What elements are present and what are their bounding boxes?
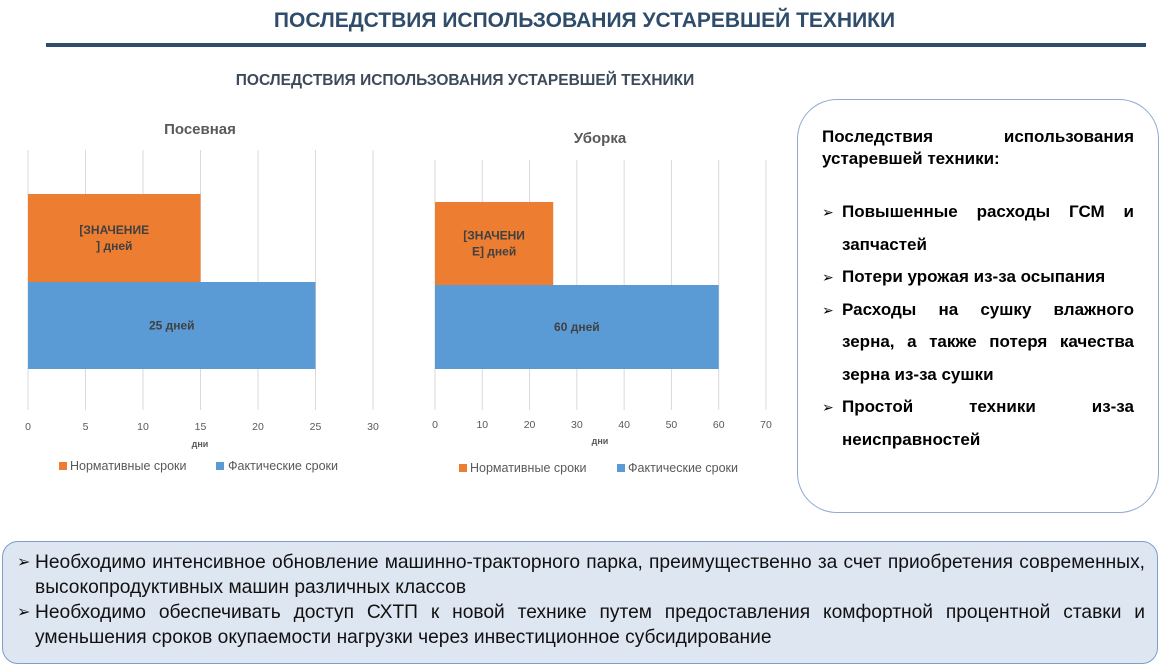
x-tick-label: 70 bbox=[760, 419, 772, 431]
consequence-text: Простой техники из-за неисправностей bbox=[842, 397, 1134, 449]
x-tick-label: 60 bbox=[713, 419, 725, 431]
legend-swatch bbox=[216, 462, 224, 470]
arrow-bullet-icon: ➢ bbox=[822, 301, 834, 318]
x-tick-label: 50 bbox=[666, 419, 678, 431]
conclusion-item: ➢ Необходимо интенсивное обновление маши… bbox=[17, 551, 1145, 600]
legend-swatch bbox=[617, 464, 625, 472]
consequence-text: Повышенные расходы ГСМ и запчастей bbox=[842, 202, 1134, 254]
bar-normative bbox=[28, 194, 201, 282]
consequence-text: Потери урожая из-за осыпания bbox=[842, 267, 1106, 286]
consequences-list: ➢ Повышенные расходы ГСМ и запчастей ➢ П… bbox=[822, 196, 1134, 456]
consequence-text: Расходы на сушку влажного зерна, а также… bbox=[842, 299, 1134, 384]
conclusion-text: Необходимо обеспечивать доступ СХТП к но… bbox=[35, 602, 1145, 648]
consequence-item: ➢ Потери урожая из-за осыпания bbox=[822, 261, 1134, 294]
arrow-bullet-icon: ➢ bbox=[822, 269, 834, 285]
x-tick-label: 5 bbox=[83, 421, 89, 433]
x-tick-label: 0 bbox=[25, 421, 31, 433]
charts-main-title: ПОСЛЕДСТВИЯ ИСПОЛЬЗОВАНИЯ УСТАРЕВШЕЙ ТЕХ… bbox=[235, 72, 695, 89]
legend-swatch bbox=[459, 464, 467, 472]
chart-title: Посевная bbox=[164, 121, 236, 138]
arrow-bullet-icon: ➢ bbox=[17, 554, 31, 571]
bar-data-label: 60 дней bbox=[554, 320, 600, 334]
slide-title: ПОСЛЕДСТВИЯ ИСПОЛЬЗОВАНИЯ УСТАРЕВШЕЙ ТЕХ… bbox=[273, 9, 896, 32]
bar-data-label-line: [ЗНАЧЕНИ bbox=[463, 229, 525, 243]
title-divider bbox=[46, 43, 1146, 47]
legend-swatch bbox=[59, 462, 67, 470]
x-axis-label: дни bbox=[592, 436, 609, 446]
bar-actual bbox=[435, 285, 719, 369]
conclusion-item: ➢ Необходимо обеспечивать доступ СХТП к … bbox=[17, 601, 1145, 650]
conclusion-text: Необходимо интенсивное обновление машинн… bbox=[35, 552, 1145, 598]
arrow-bullet-icon: ➢ bbox=[822, 204, 834, 220]
arrow-bullet-icon: ➢ bbox=[822, 399, 834, 415]
consequences-panel: Последствия использования устаревшей тех… bbox=[797, 99, 1159, 513]
arrow-bullet-icon: ➢ bbox=[17, 604, 31, 621]
legend-label: Нормативные сроки bbox=[470, 461, 586, 475]
legend-label: Фактические сроки bbox=[628, 461, 738, 475]
consequences-heading: Последствия использования устаревшей тех… bbox=[822, 127, 1134, 168]
bar-data-label-line: 25 дней bbox=[149, 319, 195, 333]
bar-normative bbox=[435, 202, 554, 285]
conclusions-panel: ➢ Необходимо интенсивное обновление маши… bbox=[2, 541, 1158, 664]
consequence-item: ➢ Простой техники из-за неисправностей bbox=[822, 391, 1134, 456]
x-tick-label: 20 bbox=[252, 421, 264, 433]
x-tick-label: 15 bbox=[195, 421, 207, 433]
bar-data-label: 25 дней bbox=[149, 319, 195, 333]
bar-data-label-line: ] дней bbox=[96, 239, 132, 253]
legend-label: Нормативные сроки bbox=[70, 459, 186, 473]
bar-data-label-line: Е] дней bbox=[472, 245, 516, 259]
bar-data-label: [ЗНАЧЕНИЕ ] дней bbox=[79, 223, 149, 253]
x-tick-label: 20 bbox=[524, 419, 536, 431]
chart-title: Уборка bbox=[574, 130, 627, 147]
bar-actual bbox=[28, 282, 316, 369]
x-tick-label: 10 bbox=[137, 421, 149, 433]
x-tick-label: 30 bbox=[367, 421, 379, 433]
chart-posevnaya: [ЗНАЧЕНИЕ ] дней 25 дней Посевная 0 5 10 15 20 25… bbox=[25, 121, 379, 473]
x-tick-label: 10 bbox=[476, 419, 488, 431]
x-tick-label: 40 bbox=[618, 419, 630, 431]
x-tick-label: 25 bbox=[310, 421, 322, 433]
bar-data-label-line: 60 дней bbox=[554, 320, 600, 334]
chart-uborka: [ЗНАЧЕНИ Е] дней 60 дней Уборка 0 10 20 30 40 50 6… bbox=[432, 130, 772, 475]
consequence-item: ➢ Повышенные расходы ГСМ и запчастей bbox=[822, 196, 1134, 261]
x-tick-label: 0 bbox=[432, 419, 438, 431]
x-tick-label: 30 bbox=[571, 419, 583, 431]
x-axis-label: дни bbox=[192, 439, 209, 449]
bar-data-label: [ЗНАЧЕНИ Е] дней bbox=[463, 229, 525, 259]
consequence-item: ➢ Расходы на сушку влажного зерна, а так… bbox=[822, 294, 1134, 392]
bar-data-label-line: [ЗНАЧЕНИЕ bbox=[79, 223, 149, 237]
legend-label: Фактические сроки bbox=[228, 459, 338, 473]
